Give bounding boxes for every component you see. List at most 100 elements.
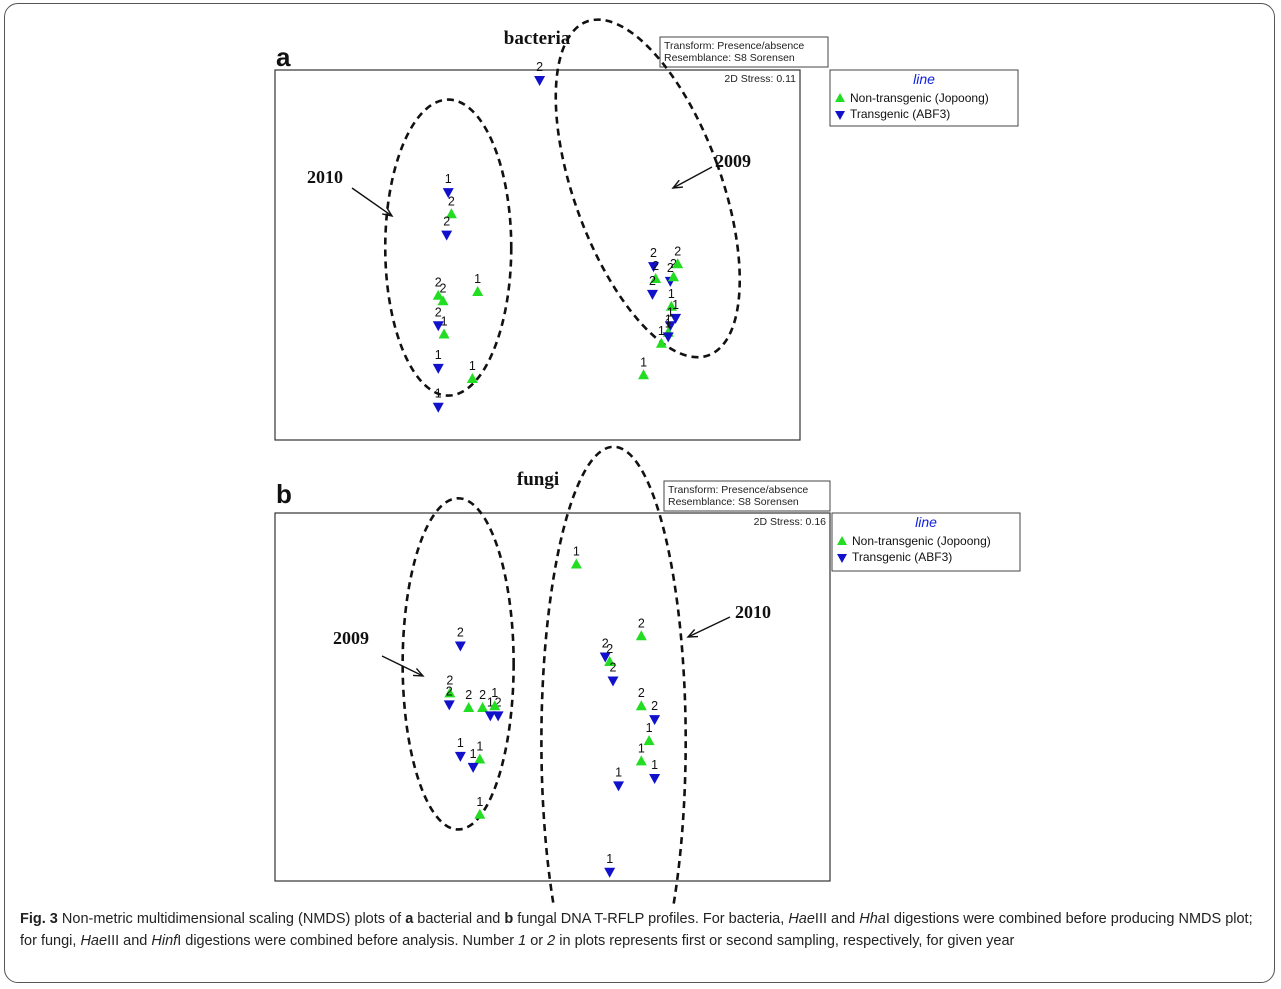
point-label: 1: [441, 315, 448, 329]
caption-text: in plots represents first or second samp…: [555, 933, 1015, 949]
point-transgenic: [467, 762, 479, 773]
point-label: 1: [573, 545, 580, 559]
point-transgenic: [534, 75, 546, 86]
point-label: 2: [479, 688, 486, 702]
group-label: 2009: [333, 628, 369, 648]
point-label: 1: [470, 747, 477, 761]
point-label: 2: [602, 637, 609, 651]
legend-entry-label: Non-transgenic (Jopoong): [850, 91, 989, 105]
point-transgenic: [607, 676, 619, 687]
point-label: 1: [469, 359, 476, 373]
caption-number: 2: [547, 933, 556, 949]
point-label: 2: [465, 688, 472, 702]
point-label: 1: [638, 741, 645, 755]
panel-title: fungi: [517, 469, 559, 490]
point-label: 1: [640, 355, 647, 369]
point-label: 2: [649, 274, 656, 288]
point-label: 2: [446, 673, 453, 687]
point-label: 2: [667, 261, 674, 275]
group-ellipse: [554, 18, 742, 359]
point-label: 1: [651, 758, 658, 772]
transform-note-line: Transform: Presence/absence: [668, 484, 808, 496]
point-non-transgenic: [474, 753, 486, 764]
transform-note-line: Resemblance: S8 Sorensen: [668, 496, 799, 508]
point-non-transgenic: [604, 656, 616, 667]
point-label: 1: [646, 721, 653, 735]
point-label: 1: [491, 686, 498, 700]
point-label: 1: [445, 172, 452, 186]
group-arrow: [381, 655, 424, 677]
point-label: 1: [672, 298, 679, 312]
group-arrow: [687, 616, 731, 638]
caption-text: I digestions were combined before produc…: [20, 911, 1253, 949]
point-transgenic: [649, 773, 661, 784]
group-arrow-head: [382, 207, 394, 218]
point-transgenic: [441, 230, 453, 241]
point-non-transgenic: [437, 295, 449, 306]
point-label: 2: [435, 305, 442, 319]
point-non-transgenic: [650, 273, 662, 284]
point-label: 2: [606, 642, 613, 656]
point-label: 2: [536, 60, 543, 74]
point-transgenic: [649, 715, 661, 726]
point-label: 1: [435, 348, 442, 362]
point-label: 2: [443, 215, 450, 229]
legend-entry-label: Transgenic (ABF3): [852, 550, 952, 564]
transform-note-box: [663, 480, 831, 512]
point-label: 2: [495, 695, 502, 709]
group-ellipse: [540, 445, 687, 905]
panel-title: bacteria: [504, 28, 571, 49]
stress-label: 2D Stress: 0.16: [754, 516, 827, 528]
point-label: 1: [658, 324, 665, 338]
point-non-transgenic: [463, 702, 475, 713]
legend-box: [831, 512, 1021, 572]
point-non-transgenic: [445, 208, 457, 219]
point-label: 2: [448, 194, 455, 208]
caption-text: I digestions were combined before analys…: [177, 933, 519, 949]
figure-caption: Fig. 3 Non-metric multidimensional scali…: [20, 908, 1265, 952]
point-transgenic: [484, 711, 496, 722]
point-non-transgenic: [638, 369, 650, 380]
plot-frame: [274, 512, 831, 882]
point-non-transgenic: [474, 808, 486, 819]
legend-title: line: [915, 514, 937, 530]
point-transgenic: [662, 332, 674, 343]
point-transgenic: [432, 402, 444, 413]
caption-text: or: [526, 933, 548, 949]
legend-entry-label: Transgenic (ABF3): [850, 107, 950, 121]
group-arrow: [672, 166, 713, 189]
point-label: 1: [665, 316, 672, 330]
point-non-transgenic: [635, 630, 647, 641]
group-label: 2010: [307, 167, 343, 187]
point-non-transgenic: [432, 289, 444, 300]
caption-text: Non-metric multidimensional scaling (NMD…: [57, 911, 406, 927]
point-transgenic: [432, 363, 444, 374]
legend-box: [829, 69, 1019, 127]
group-ellipse: [401, 496, 515, 831]
group-arrow: [351, 187, 393, 217]
point-transgenic: [492, 711, 504, 722]
point-label: 1: [668, 287, 675, 301]
point-transgenic: [664, 321, 676, 332]
caption-enzyme: Hha: [859, 911, 886, 927]
point-label: 2: [652, 259, 659, 273]
panel-label: b: [276, 479, 292, 509]
legend-entry-label: Non-transgenic (Jopoong): [852, 534, 991, 548]
point-label: 1: [476, 795, 483, 809]
caption-enzyme: Hae: [788, 911, 815, 927]
group-label: 2009: [715, 151, 751, 171]
point-label: 1: [487, 695, 494, 709]
point-non-transgenic: [477, 702, 489, 713]
legend-marker: [837, 554, 847, 563]
point-non-transgenic: [444, 687, 456, 698]
plot-frame: [274, 69, 801, 441]
point-label: 2: [670, 257, 677, 271]
panel-label: a: [276, 42, 291, 72]
point-label: 1: [476, 740, 483, 754]
point-label: 1: [615, 765, 622, 779]
point-transgenic: [454, 641, 466, 652]
group-ellipse: [383, 98, 513, 397]
point-label: 2: [610, 660, 617, 674]
caption-enzyme: Hinf: [151, 933, 178, 949]
point-label: 2: [638, 616, 645, 630]
